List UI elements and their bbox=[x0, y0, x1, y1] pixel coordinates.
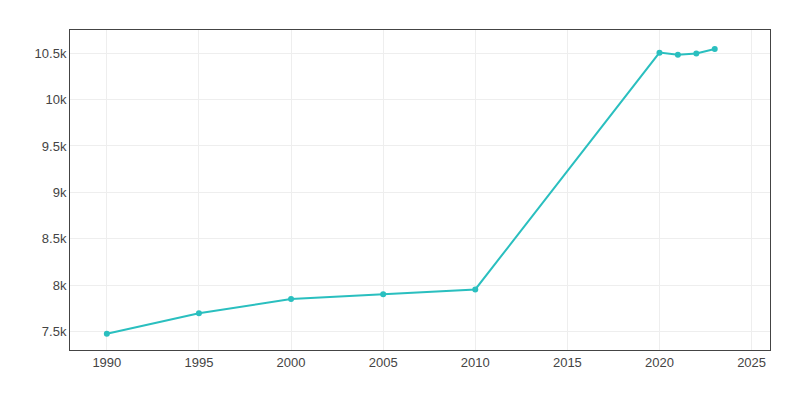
svg-text:8.5k: 8.5k bbox=[42, 231, 67, 246]
svg-text:7.5k: 7.5k bbox=[42, 324, 67, 339]
svg-text:2000: 2000 bbox=[277, 355, 306, 370]
svg-text:2020: 2020 bbox=[645, 355, 674, 370]
svg-text:2010: 2010 bbox=[461, 355, 490, 370]
svg-text:9.5k: 9.5k bbox=[42, 138, 67, 153]
svg-text:10k: 10k bbox=[45, 92, 66, 107]
svg-text:2025: 2025 bbox=[737, 355, 766, 370]
svg-text:2015: 2015 bbox=[553, 355, 582, 370]
svg-text:1995: 1995 bbox=[184, 355, 213, 370]
svg-text:10.5k: 10.5k bbox=[35, 46, 67, 61]
svg-text:1990: 1990 bbox=[92, 355, 121, 370]
svg-text:8k: 8k bbox=[53, 278, 67, 293]
svg-text:2005: 2005 bbox=[369, 355, 398, 370]
svg-text:9k: 9k bbox=[53, 185, 67, 200]
